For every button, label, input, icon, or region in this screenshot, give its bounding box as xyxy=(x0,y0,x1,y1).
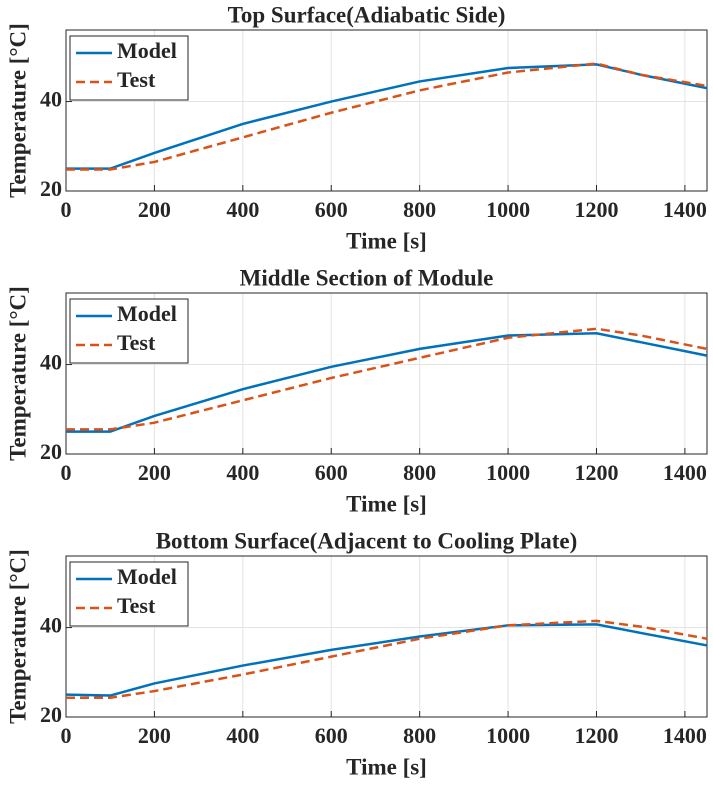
legend-label: Test xyxy=(117,67,156,92)
x-tick-label: 1200 xyxy=(574,460,618,485)
chart-title: Bottom Surface(Adjacent to Cooling Plate… xyxy=(156,528,578,553)
y-axis-label: Temperature [°C] xyxy=(5,286,30,461)
x-tick-label: 400 xyxy=(226,723,259,748)
chart-title: Top Surface(Adiabatic Side) xyxy=(228,2,506,27)
chart-title: Middle Section of Module xyxy=(240,265,494,290)
x-tick-label: 400 xyxy=(226,197,259,222)
y-tick-label: 20 xyxy=(40,176,62,201)
x-tick-label: 0 xyxy=(61,723,72,748)
x-tick-label: 800 xyxy=(403,460,436,485)
legend-box xyxy=(69,298,189,364)
y-tick-label: 40 xyxy=(40,613,62,638)
subplot: 0 200 400 600 800 1000 1200 1400 20 40 Bottom Surf… xyxy=(5,528,708,779)
axes-box xyxy=(65,29,708,192)
subplot: 0 200 400 600 800 1000 1200 1400 20 40 Top Surface… xyxy=(5,2,708,253)
x-tick-label: 200 xyxy=(138,723,171,748)
x-axis-label: Time [s] xyxy=(346,228,427,253)
x-tick-label: 1400 xyxy=(663,723,707,748)
x-tick-label: 1000 xyxy=(486,723,530,748)
data-line xyxy=(66,327,708,431)
y-tick-label: 40 xyxy=(40,350,62,375)
y-tick-label: 40 xyxy=(40,87,62,112)
y-axis-label: Temperature [°C] xyxy=(5,549,30,724)
x-tick-label: 1000 xyxy=(486,197,530,222)
x-tick-label: 200 xyxy=(138,197,171,222)
axes-box xyxy=(65,292,708,455)
x-axis-label: Time [s] xyxy=(346,491,427,516)
x-tick-label: 600 xyxy=(315,197,348,222)
x-tick-label: 200 xyxy=(138,460,171,485)
x-tick-label: 1000 xyxy=(486,460,530,485)
axes-box xyxy=(65,555,708,718)
x-axis-label: Time [s] xyxy=(346,754,427,779)
y-tick-label: 20 xyxy=(40,439,62,464)
legend-label: Model xyxy=(117,301,177,326)
x-tick-label: 400 xyxy=(226,460,259,485)
x-tick-label: 600 xyxy=(315,723,348,748)
data-line xyxy=(66,331,708,433)
data-line xyxy=(66,62,708,171)
x-tick-label: 1400 xyxy=(663,460,707,485)
data-line xyxy=(66,619,708,700)
legend-label: Model xyxy=(117,38,177,63)
x-tick-label: 1200 xyxy=(574,723,618,748)
x-tick-label: 1200 xyxy=(574,197,618,222)
data-line xyxy=(65,623,708,697)
legend-box xyxy=(69,561,189,627)
x-tick-label: 600 xyxy=(315,460,348,485)
subplot: 0 200 400 600 800 1000 1200 1400 20 40 Middle Sect… xyxy=(5,265,708,516)
y-axis-label: Temperature [°C] xyxy=(5,23,30,198)
legend-label: Test xyxy=(117,593,156,618)
legend-box xyxy=(69,35,189,101)
y-tick-label: 20 xyxy=(40,702,62,727)
legend-label: Test xyxy=(117,330,156,355)
x-tick-label: 0 xyxy=(61,197,72,222)
x-tick-label: 0 xyxy=(61,460,72,485)
x-tick-label: 800 xyxy=(403,723,436,748)
x-tick-label: 800 xyxy=(403,197,436,222)
x-tick-label: 1400 xyxy=(663,197,707,222)
legend-label: Model xyxy=(117,564,177,589)
